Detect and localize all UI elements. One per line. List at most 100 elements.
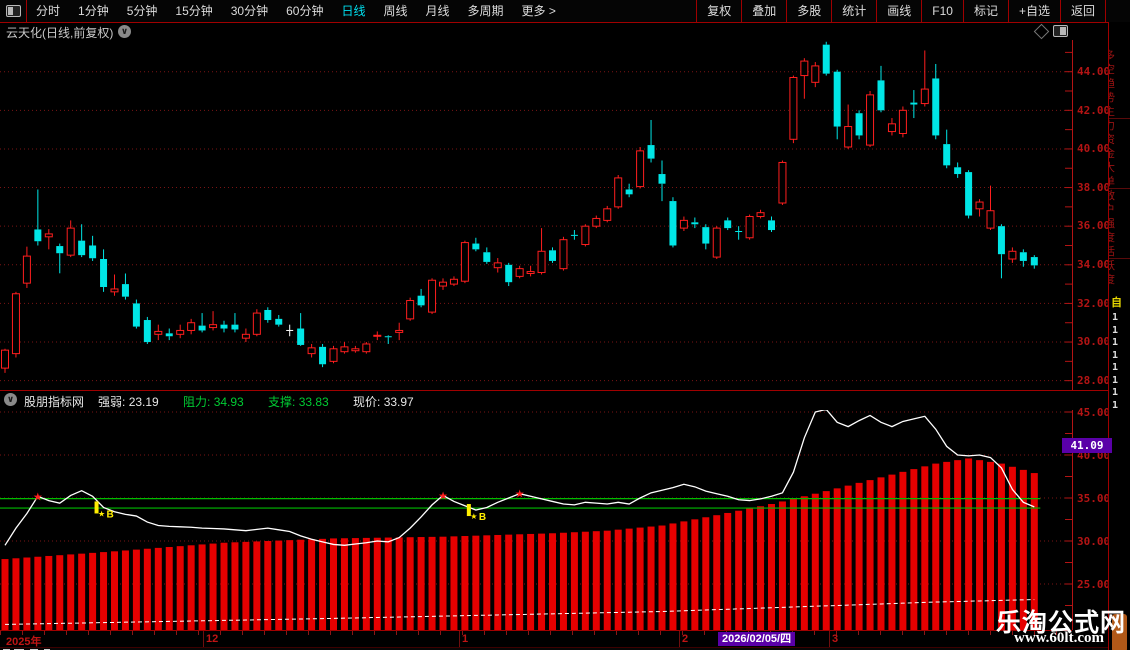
period-tab[interactable]: 月线 xyxy=(425,4,450,18)
panel-layout-icon xyxy=(5,5,21,17)
sidebar-separator xyxy=(1109,188,1130,189)
right-sidebar[interactable]: 多空趋势主力资金大单散户强度活跃度自11111111 xyxy=(1108,22,1130,650)
sidebar-clipped-digit: 1 xyxy=(1112,387,1119,398)
buy-signal-label: B xyxy=(107,509,114,520)
date-tick-label: 12 xyxy=(206,633,219,645)
toolbar-action-button[interactable]: 多股 xyxy=(786,0,831,22)
toolbar-action-button[interactable]: 返回 xyxy=(1059,0,1106,22)
price-tick-label: 30.00 xyxy=(1077,335,1111,349)
period-tab[interactable]: 30分钟 xyxy=(230,4,269,18)
date-axis-ticks xyxy=(0,631,1072,635)
sidebar-clipped-label[interactable]: 空 xyxy=(1109,64,1128,77)
toolbar-action-button[interactable]: +自选 xyxy=(1007,0,1060,22)
indicator-header: ∨ 股朋指标网 强弱: 23.19 阻力: 34.93 支撑: 33.83 现价… xyxy=(0,392,1072,409)
price-tick-label: 36.00 xyxy=(1077,219,1111,233)
indicator-chart[interactable]: ★ ★ ★ ★ B ★ B xyxy=(0,410,1073,630)
sidebar-clipped-digit: 1 xyxy=(1112,399,1119,411)
sidebar-clipped-digit: 1 xyxy=(1112,374,1119,386)
sidebar-orange-icon[interactable] xyxy=(1112,614,1127,650)
sell-star-marker: ★ xyxy=(438,490,448,502)
period-tab[interactable]: 更多 > xyxy=(521,4,556,18)
month-divider xyxy=(679,631,680,647)
indicator-tick-label: 30.00 xyxy=(1077,535,1111,548)
date-tick-label: 1 xyxy=(462,633,469,645)
sidebar-clipped-label[interactable]: 势 xyxy=(1109,92,1128,105)
svg-text:★: ★ xyxy=(98,509,105,518)
sidebar-clipped-label[interactable]: 度 xyxy=(1109,232,1128,245)
sell-star-marker: ★ xyxy=(33,491,43,503)
price-tick-label: 28.00 xyxy=(1077,373,1111,387)
sidebar-clipped-label[interactable]: 单 xyxy=(1109,176,1128,189)
sidebar-clipped-digit: 1 xyxy=(1112,324,1119,336)
strength-field: 强弱: 23.19 xyxy=(98,395,159,409)
sidebar-clipped-label[interactable]: 大 xyxy=(1109,162,1128,175)
collapse-indicator-icon[interactable]: ∨ xyxy=(4,393,17,406)
sidebar-clipped-digit: 1 xyxy=(1112,337,1119,348)
toolbar-action-button[interactable]: 画线 xyxy=(876,0,921,22)
buy-flag-marker xyxy=(94,501,99,514)
price-tick-label: 32.00 xyxy=(1077,296,1111,310)
axis-value-badge: 41.09 xyxy=(1062,438,1112,453)
price-tick-label: 34.00 xyxy=(1077,258,1111,272)
layout-toggle-button[interactable] xyxy=(0,0,27,22)
sidebar-separator xyxy=(1109,258,1130,259)
chart-title-row: 云天化(日线,前复权) ∨ xyxy=(0,22,1072,40)
selected-date-highlight[interactable]: 2026/02/05/四 xyxy=(718,632,796,646)
sidebar-clipped-label[interactable]: 主 xyxy=(1109,106,1128,119)
chevron-down-icon[interactable]: ∨ xyxy=(118,25,131,38)
buy-signal-label: B xyxy=(479,512,486,523)
toolbar-action-button[interactable]: F10 xyxy=(921,0,963,22)
month-divider xyxy=(829,631,830,647)
sidebar-clipped-label[interactable]: 强 xyxy=(1109,218,1128,231)
sidebar-clipped-label[interactable]: 散 xyxy=(1109,190,1128,203)
month-divider xyxy=(203,631,204,647)
sidebar-clipped-digit: 1 xyxy=(1112,349,1119,361)
sidebar-clipped-label[interactable]: 活 xyxy=(1109,246,1128,259)
sidebar-clipped-label[interactable]: 多 xyxy=(1109,50,1128,63)
toolbar-action-button[interactable]: 标记 xyxy=(962,0,1008,22)
date-tick-label: 2025年 xyxy=(6,636,42,648)
period-tab[interactable]: 多周期 xyxy=(467,4,504,18)
candles xyxy=(1,41,1038,373)
indicator-tick-label: 25.00 xyxy=(1077,578,1111,591)
sidebar-clipped-label[interactable]: 度 xyxy=(1109,274,1128,287)
sidebar-self-select-label[interactable]: 自 xyxy=(1111,297,1122,309)
period-tab[interactable]: 周线 xyxy=(383,4,408,18)
sidebar-clipped-label[interactable]: 户 xyxy=(1109,204,1128,217)
sidebar-clipped-label[interactable]: 资 xyxy=(1109,134,1128,147)
month-divider xyxy=(459,631,460,647)
period-tab[interactable]: 60分钟 xyxy=(286,4,324,18)
top-toolbar: 分时 1分钟 5分钟 15分钟 30分钟 60分钟 日线 周线 月线 多周期 更多 > 复权 叠加 多股… xyxy=(0,0,1130,23)
period-tab[interactable]: 5分钟 xyxy=(126,4,158,18)
price-tick-label: 44.00 xyxy=(1077,65,1111,78)
sidebar-clipped-digit: 1 xyxy=(1112,312,1119,323)
toolbar-actions: 复权 叠加 多股 统计 画线 F10 标记 +自选 返回 xyxy=(696,0,1106,22)
period-tab[interactable]: 15分钟 xyxy=(175,4,213,18)
indicator-tick-label: 35.00 xyxy=(1077,492,1111,505)
period-tabs: 分时 1分钟 5分钟 15分钟 30分钟 60分钟 日线 周线 月线 多周期 更多 > xyxy=(27,0,565,22)
indicator-name[interactable]: 股朋指标网 xyxy=(24,395,85,409)
sidebar-clipped-label[interactable]: 力 xyxy=(1109,120,1128,133)
period-tab[interactable]: 分时 xyxy=(36,4,61,18)
indicator-bars xyxy=(1,458,1038,630)
current-price-field: 现价: 33.97 xyxy=(353,395,414,409)
date-tick-label: 3 xyxy=(832,633,839,645)
sidebar-clipped-label[interactable]: 金 xyxy=(1109,148,1128,161)
buy-flag-marker xyxy=(466,504,471,517)
main-candlestick-chart[interactable] xyxy=(0,40,1073,390)
sidebar-clipped-label[interactable]: 跃 xyxy=(1109,260,1128,273)
price-tick-label: 40.00 xyxy=(1077,142,1111,156)
period-tab[interactable]: 日线 xyxy=(341,4,366,18)
toolbar-action-button[interactable]: 复权 xyxy=(696,0,741,22)
date-axis: 2026/02/05/四 2025年 12 1 2 3 xyxy=(0,630,1072,648)
split-panel-icon[interactable] xyxy=(1053,25,1068,37)
sell-star-marker: ★ xyxy=(515,489,525,501)
sidebar-clipped-label[interactable]: 趋 xyxy=(1109,78,1128,91)
toolbar-action-button[interactable]: 统计 xyxy=(831,0,876,22)
period-tab[interactable]: 1分钟 xyxy=(78,4,109,18)
panel-divider[interactable] xyxy=(0,390,1108,391)
toolbar-action-button[interactable]: 叠加 xyxy=(741,0,786,22)
sidebar-separator xyxy=(1109,118,1130,119)
resistance-field: 阻力: 34.93 xyxy=(183,395,244,409)
